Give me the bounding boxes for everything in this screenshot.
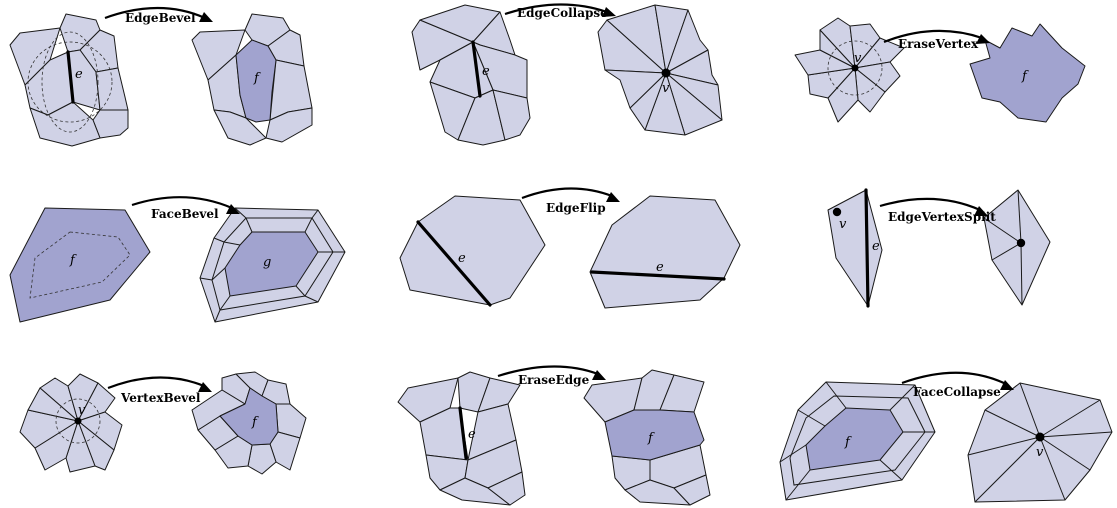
edgevertexsplit-label-e: e (872, 239, 880, 254)
edgecollapse-label: EdgeCollapse (517, 6, 608, 20)
facebevel-label: FaceBevel (151, 207, 219, 221)
erasevertex-before-mesh: v (795, 18, 904, 122)
panel-edgebevel: e f EdgeBevel (0, 0, 312, 146)
edgeflip-after-face (590, 196, 740, 308)
edgebevel-label: EdgeBevel (125, 11, 196, 25)
edgecollapse-after-mesh: v (598, 5, 722, 135)
eraseedge-label: EraseEdge (518, 373, 590, 387)
vertexbevel-after-mesh: f (192, 372, 306, 474)
facecollapse-before-mesh: f (780, 382, 935, 500)
edgecollapse-label-e: e (482, 64, 490, 79)
facebevel-label-g: g (263, 255, 271, 270)
erasevertex-label: EraseVertex (898, 37, 979, 51)
eraseedge-before-mesh: e (398, 372, 525, 505)
edgebevel-after-mesh: f (192, 14, 312, 145)
facecollapse-after-mesh: v (968, 383, 1112, 502)
panel-edgevertexsplit: v e EdgeVertexSplit (828, 190, 1050, 306)
edgeflip-label: EdgeFlip (546, 201, 606, 215)
erasevertex-label-v: v (854, 51, 862, 66)
facecollapse-label: FaceCollapse (913, 385, 1001, 399)
edgecollapse-label-v: v (662, 81, 670, 96)
facebevel-after-mesh: g (200, 208, 345, 322)
edgebevel-label-e: e (75, 67, 83, 82)
edgebevel-before-mesh: e (0, 0, 128, 146)
panel-edgeflip: e e EdgeFlip (400, 188, 740, 308)
edgeflip-before-face (400, 196, 545, 305)
facebevel-before-face (10, 208, 150, 322)
vertexbevel-before-mesh: v (20, 374, 122, 472)
erasevertex-after-face (970, 24, 1085, 122)
panel-eraseedge: e f EraseEdge (398, 366, 710, 505)
edgevertexsplit-after-mesh (984, 190, 1050, 305)
edgevertexsplit-label: EdgeVertexSplit (888, 210, 996, 224)
edgecollapse-before-mesh: e (412, 5, 530, 145)
edgevertexsplit-label-v: v (839, 217, 847, 232)
edgeflip-label-e-after: e (656, 260, 664, 275)
panel-facebevel: f g FaceBevel (10, 197, 345, 322)
facecollapse-label-v: v (1036, 445, 1044, 460)
edgeflip-label-e-before: e (458, 251, 466, 266)
panel-vertexbevel: v f VertexBevel (20, 372, 306, 474)
vertexbevel-label: VertexBevel (120, 391, 201, 405)
vertexbevel-label-v: v (78, 403, 86, 418)
eraseedge-after-mesh: f (584, 370, 710, 505)
panel-facecollapse: f v FaceCollapse (780, 373, 1112, 502)
eraseedge-label-e: e (468, 427, 476, 442)
panel-erasevertex: v f EraseVertex (795, 18, 1085, 122)
panel-edgecollapse: e v EdgeCollapse (412, 4, 722, 145)
